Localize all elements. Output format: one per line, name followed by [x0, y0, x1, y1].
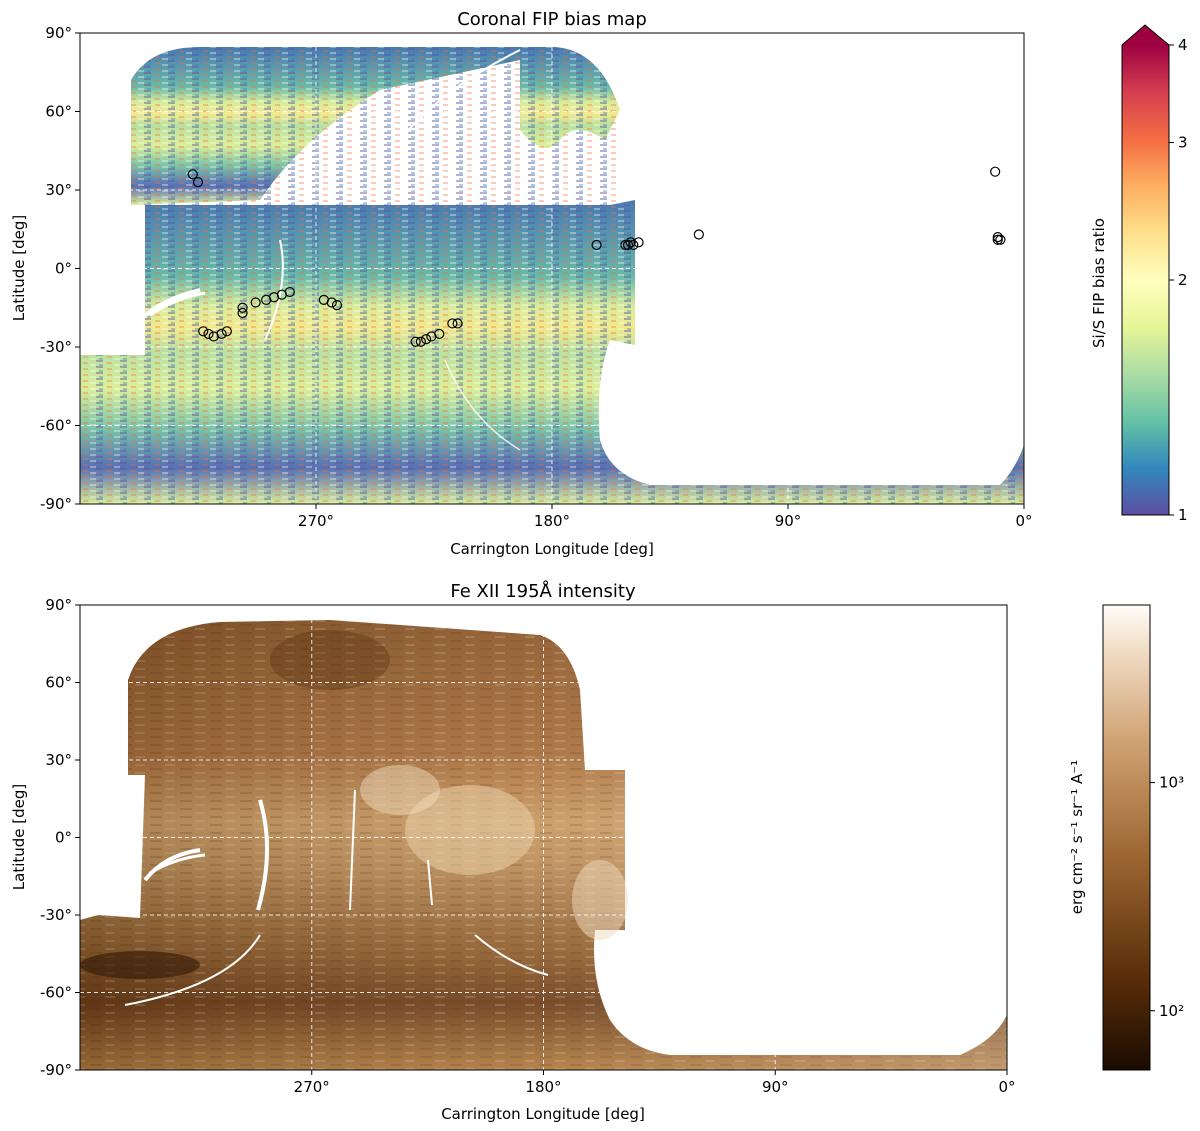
fe-xii-grid [80, 605, 1007, 1070]
fip-grid [80, 33, 1024, 504]
fip-y-tick-label: -60° [40, 417, 72, 435]
fip-y-tick-label: -30° [40, 338, 72, 356]
fip-marker-point [628, 239, 639, 251]
fip-bias-map-panel: 90° 180° 270° 0° 90° 60° 30° 0° -30° -60° -90° Co… [10, 9, 1188, 558]
fip-marker-point [620, 239, 631, 251]
fe-xii-intensity-panel: 90° 180° 270° 0° 90° 60° 30° 0° -30° -60° -90° Fe… [10, 580, 1184, 1123]
fe-xii-x-tick-label: 90° [762, 1078, 789, 1096]
fip-colorbar-tick-label: 2 [1178, 271, 1188, 289]
fe-xii-y-tick-label: 90° [45, 596, 72, 614]
fip-marker-point [331, 300, 343, 311]
fe-xii-colorbar: 10² 10³ erg cm⁻² s⁻¹ sr⁻¹ A⁻¹ [1068, 604, 1184, 1071]
fip-title: Coronal FIP bias map [457, 9, 647, 30]
fip-xlabel: Carrington Longitude [deg] [450, 540, 654, 558]
fip-colorbar-gradient [1122, 45, 1169, 515]
fip-marker-point [591, 239, 602, 251]
fip-markers [187, 166, 1006, 347]
fe-xii-y-ticks: 90° 60° 30° 0° -30° -60° -90° [40, 596, 80, 1079]
fip-marker-point [992, 232, 1003, 243]
fip-colorbar-extend-arrow [1121, 24, 1170, 46]
fe-xii-colorbar-tick-label: 10² [1159, 1002, 1184, 1020]
fip-marker-point [250, 297, 261, 308]
fip-marker-point [284, 286, 295, 298]
fe-xii-colorbar-gradient [1103, 605, 1150, 1070]
fip-x-tick-label: 270° [298, 512, 334, 530]
fip-ylabel: Latitude [deg] [10, 215, 28, 321]
fip-y-tick-label: 0° [55, 260, 72, 278]
fip-marker-point [203, 328, 214, 340]
fip-marker-point [447, 318, 458, 329]
fip-marker-point [693, 229, 704, 240]
fe-xii-x-tick-label: 270° [294, 1078, 330, 1096]
fip-x-tick-label: 180° [534, 512, 570, 530]
fe-xii-title: Fe XII 195Å intensity [450, 580, 636, 602]
fip-colorbar-tick-label: 4 [1178, 36, 1188, 54]
fip-y-ticks: 90° 60° 30° 0° -30° -60° -90° [40, 24, 80, 513]
fip-marker-point [415, 336, 426, 347]
fip-marker-point [237, 307, 248, 319]
fip-marker-point [221, 326, 232, 337]
fip-colorbar-tick-label: 1 [1178, 506, 1188, 524]
fe-xii-colorbar-frame [1102, 604, 1151, 1071]
fip-marker-point [992, 234, 1003, 245]
fip-marker-point [192, 177, 204, 188]
fip-marker-point [237, 302, 248, 313]
fip-x-ticks: 90° 180° 270° 0° [298, 504, 1033, 530]
fip-marker-point [990, 166, 1001, 177]
fip-y-tick-label: 30° [45, 181, 72, 199]
fip-x-tick-label: 0° [1015, 512, 1032, 530]
fip-colorbar-ticks: 1 2 3 4 [1169, 36, 1188, 524]
fip-marker-point [216, 328, 227, 340]
fe-xii-colorbar-label: erg cm⁻² s⁻¹ sr⁻¹ A⁻¹ [1068, 760, 1086, 914]
fe-xii-y-tick-label: 60° [45, 674, 72, 692]
fip-y-tick-label: 90° [45, 24, 72, 42]
fip-marker-point [410, 336, 421, 347]
fe-xii-x-tick-label: 180° [525, 1078, 561, 1096]
fe-xii-y-tick-label: -90° [40, 1061, 72, 1079]
fip-marker-point [326, 297, 337, 308]
fip-marker-point [622, 239, 634, 251]
fip-marker-point [625, 237, 636, 248]
fe-xii-x-tick-label: 0° [998, 1078, 1015, 1096]
fip-colorbar-tick-label: 3 [1178, 134, 1188, 152]
fe-xii-xlabel: Carrington Longitude [deg] [441, 1105, 645, 1123]
fip-marker-point [187, 169, 198, 180]
fe-xii-y-tick-label: 0° [55, 829, 72, 847]
fip-colorbar-label: Si/S FIP bias ratio [1090, 218, 1108, 348]
fip-marker-point [421, 334, 432, 345]
fip-marker-point [995, 234, 1006, 245]
fip-colorbar: 1 2 3 4 Si/S FIP bias ratio [1090, 24, 1188, 524]
fip-y-tick-label: 60° [45, 103, 72, 121]
fip-marker-point [434, 328, 445, 340]
fip-marker-point [198, 326, 209, 337]
fip-marker-point [452, 318, 463, 329]
fe-xii-x-ticks: 90° 180° 270° 0° [294, 1070, 1016, 1096]
fe-xii-y-tick-label: 30° [45, 751, 72, 769]
fe-xii-y-tick-label: -60° [40, 984, 72, 1002]
fe-xii-colorbar-ticks: 10² 10³ [1150, 774, 1184, 1020]
fip-y-tick-label: -90° [40, 495, 72, 513]
fip-x-tick-label: 90° [775, 512, 802, 530]
fe-xii-y-tick-label: -30° [40, 906, 72, 924]
fe-xii-ylabel: Latitude [deg] [10, 784, 28, 890]
fip-marker-point [633, 237, 644, 248]
fe-xii-colorbar-tick-label: 10³ [1159, 774, 1184, 792]
